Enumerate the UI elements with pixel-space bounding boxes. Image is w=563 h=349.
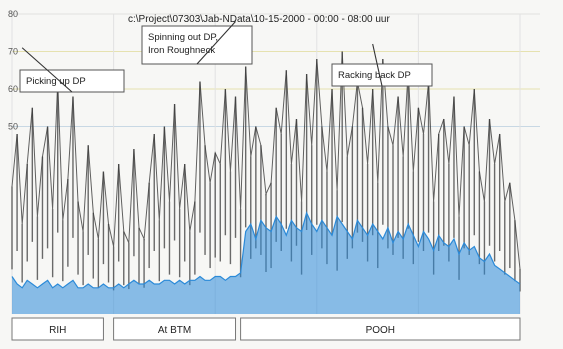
phase-text: RIH [49, 325, 66, 336]
annotation-text: Picking up DP [26, 76, 86, 87]
phase-box [113, 317, 237, 341]
phase-text: At BTM [158, 325, 191, 336]
phase-text: POOH [366, 325, 395, 336]
annotation-text: Iron Roughneck [148, 45, 215, 56]
y-tick-label: 50 [8, 122, 18, 132]
phase-box [11, 317, 104, 341]
phase-labels: RIH At BTM POOH [11, 317, 521, 341]
annotations: Picking up DP Spinning out DP, Iron Roughn… [19, 21, 433, 93]
annotation-box [141, 25, 253, 65]
annotation: Picking up DP [19, 47, 125, 93]
phase-box [240, 317, 521, 341]
annotation-arrow [21, 47, 73, 93]
phase-label: POOH [240, 317, 521, 341]
y-tick-label: 70 [8, 47, 18, 57]
series-group [11, 51, 521, 314]
y-tick-label: 60 [8, 84, 18, 94]
annotation-arrow [372, 43, 383, 87]
annotation-text: Spinning out DP, [148, 32, 218, 43]
y-tick-labels: 80 70 60 50 [8, 9, 18, 132]
phase-label: RIH [11, 317, 104, 341]
chart-title: c:\Project\07303\Jab-NData\10-15-2000 - … [128, 14, 390, 25]
series-line-upper [11, 51, 521, 270]
series-line-lower [11, 211, 521, 289]
annotation: Spinning out DP, Iron Roughneck [141, 21, 253, 65]
annotation-arrow [196, 21, 236, 65]
annotation: Racking back DP [331, 43, 433, 87]
y-tick-label: 80 [8, 9, 18, 19]
series-area-lower [12, 212, 520, 314]
annotation-text: Racking back DP [338, 70, 411, 81]
phase-label: At BTM [113, 317, 237, 341]
